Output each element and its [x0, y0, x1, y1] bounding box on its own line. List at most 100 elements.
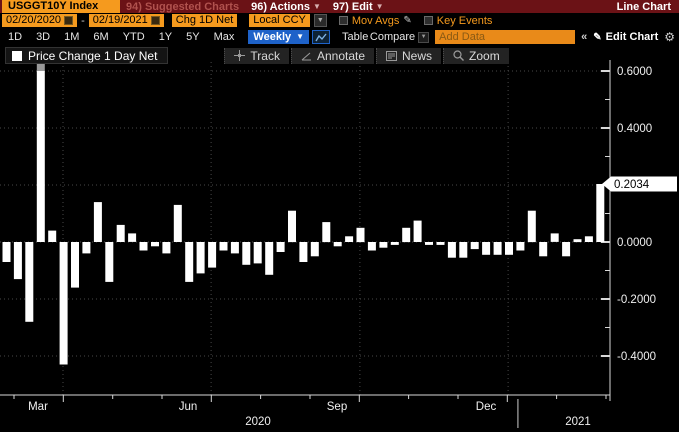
chart-bar	[208, 242, 217, 268]
chart-bar	[173, 204, 182, 242]
news-button[interactable]: News	[376, 47, 442, 64]
chart-bar	[459, 242, 468, 258]
track-label: Track	[250, 48, 280, 63]
chart-bar	[470, 242, 479, 250]
edit-chart-button[interactable]: ✎ Edit Chart	[593, 31, 658, 43]
chart-bar	[116, 224, 125, 242]
ticker-field[interactable]: USGGT10Y Index	[2, 0, 120, 13]
period-button-3d[interactable]: 3D	[36, 31, 51, 43]
chart-bar	[82, 242, 91, 254]
chart-bar	[402, 227, 411, 243]
suggested-charts-button[interactable]: 94) Suggested Charts	[126, 0, 240, 13]
chart-line-icon	[315, 33, 327, 41]
edit-menu-label: 97) Edit	[332, 0, 373, 13]
chart-bar	[25, 242, 34, 322]
y-axis-label: -0.2000	[617, 294, 656, 306]
x-axis-month-label: Sep	[327, 401, 347, 413]
magnifier-icon	[453, 50, 465, 61]
legend[interactable]: Price Change 1 Day Net	[5, 47, 169, 64]
mov-avgs-label[interactable]: Mov Avgs	[351, 14, 400, 27]
period-button-1m[interactable]: 1M	[64, 31, 80, 43]
add-data-input[interactable]	[435, 30, 576, 44]
chart-bar	[71, 242, 79, 288]
legend-swatch	[12, 50, 22, 61]
chart-bar	[196, 242, 205, 274]
price-change-chart[interactable]: 0.6000 0.4000 0.0000 -0.2000 -0.4000 Mar Jun Se…	[0, 46, 679, 432]
chart-bar	[230, 242, 239, 254]
edit-chart-label: Edit Chart	[605, 31, 659, 43]
frequency-value: Weekly	[253, 31, 292, 43]
compare-button[interactable]: Compare ▼	[370, 31, 430, 43]
y-axis-label: 0.0000	[617, 237, 652, 249]
chart-bar	[151, 242, 159, 247]
legend-label: Price Change 1 Day Net	[28, 48, 158, 63]
field-selector[interactable]: Chg 1D Net	[171, 14, 238, 27]
chart-bar-clipped-cap	[36, 62, 45, 71]
query-controls-bar: 02/20/2020 - 02/19/2021 Chg 1D Net Local…	[0, 13, 679, 28]
zoom-label: Zoom	[469, 48, 500, 63]
chart-bar	[333, 242, 342, 247]
chart-bar	[539, 242, 548, 257]
crosshair-icon	[234, 50, 246, 61]
date-to-input[interactable]: 02/19/2021	[88, 14, 164, 27]
x-axis-year-label: 2021	[565, 416, 591, 428]
period-button-1y[interactable]: 1Y	[158, 31, 173, 43]
chart-bar	[105, 242, 114, 282]
chevron-down-icon: ▼	[375, 2, 384, 11]
gear-icon[interactable]: ⚙	[664, 30, 675, 44]
chart-bar	[562, 242, 571, 257]
chart-bar	[219, 242, 228, 251]
chart-overlay-toolbar: Price Change 1 Day Net Track A	[5, 47, 509, 64]
mov-avgs-checkbox[interactable]	[338, 16, 348, 25]
period-buttons: 1D 3D 1M 6M YTD 1Y 5Y Max	[8, 31, 234, 43]
chevron-down-icon: ▼	[296, 32, 305, 41]
chart-bar	[584, 236, 593, 242]
edit-menu[interactable]: 97) Edit ▼	[333, 1, 384, 13]
chart-bar	[2, 242, 11, 262]
chart-bar	[550, 233, 559, 242]
calendar-icon[interactable]	[150, 16, 160, 25]
annotate-button[interactable]: Annotate	[290, 47, 375, 64]
period-button-6m[interactable]: 6M	[93, 31, 109, 43]
calendar-icon[interactable]	[64, 16, 74, 25]
chart-bar	[436, 242, 445, 245]
field-selector-value: Chg 1D Net	[175, 14, 234, 26]
period-button-ytd[interactable]: YTD	[122, 31, 145, 43]
period-button-5y[interactable]: 5Y	[186, 31, 200, 43]
currency-selector[interactable]: Local CCY	[249, 14, 310, 27]
x-axis-year-label: 2020	[245, 416, 271, 428]
last-value-label: 0.2034	[614, 179, 650, 191]
chart-style-button[interactable]	[312, 30, 331, 44]
chart-bar	[128, 233, 137, 242]
chart-bar	[516, 242, 525, 251]
key-events-label[interactable]: Key Events	[436, 14, 493, 27]
news-label: News	[402, 48, 433, 63]
frequency-dropdown[interactable]: Weekly ▼	[248, 30, 310, 44]
date-from-input[interactable]: 02/20/2020	[2, 14, 78, 27]
zoom-button[interactable]: Zoom	[443, 47, 509, 64]
chevron-down-icon: ▼	[316, 17, 324, 24]
chart-region: Price Change 1 Day Net Track A	[0, 46, 679, 432]
pencil-icon[interactable]: ✎	[403, 15, 412, 26]
key-events-checkbox[interactable]	[423, 16, 433, 25]
currency-dropdown-button[interactable]: ▼	[313, 14, 327, 27]
chart-bar	[482, 242, 491, 255]
date-to-value: 02/19/2021	[92, 14, 148, 26]
actions-menu[interactable]: 96) Actions ▼	[251, 1, 321, 13]
period-button-max[interactable]: Max	[213, 31, 235, 43]
last-value-tag	[602, 176, 677, 192]
y-axis-label: -0.4000	[617, 351, 656, 363]
chart-bar	[527, 210, 536, 243]
x-axis-month-label: Jun	[179, 401, 198, 413]
collapse-chevrons-icon[interactable]: «	[581, 31, 588, 43]
chart-type-label: Line Chart	[616, 0, 671, 13]
chart-bar	[185, 242, 194, 282]
title-bar: USGGT10Y Index 94) Suggested Charts 96) …	[0, 0, 679, 13]
chart-bar	[413, 220, 422, 242]
chart-bar	[379, 242, 388, 248]
table-button[interactable]: Table	[342, 31, 369, 43]
period-button-1d[interactable]: 1D	[8, 31, 23, 43]
chart-bar	[493, 242, 502, 255]
track-button[interactable]: Track	[224, 47, 289, 64]
